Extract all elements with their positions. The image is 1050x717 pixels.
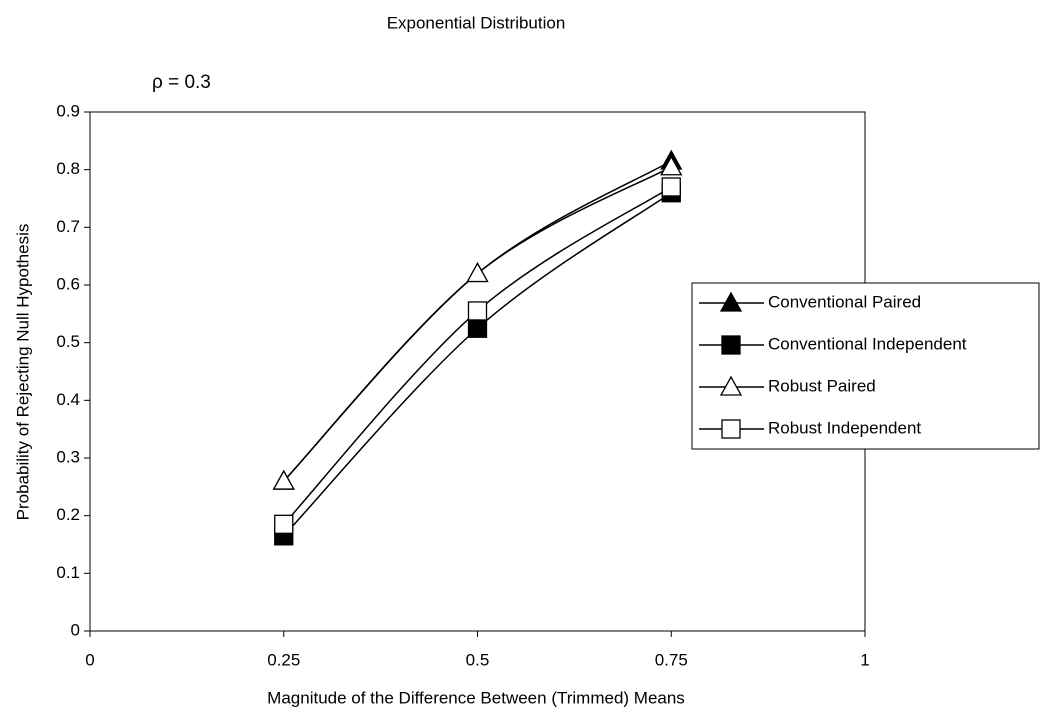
x-tick-label: 0.25 (267, 650, 300, 669)
legend-label: Robust Independent (768, 418, 921, 437)
legend-marker (719, 375, 743, 396)
x-tick-label: 1 (860, 650, 869, 669)
legend-label: Conventional Independent (768, 334, 967, 353)
y-tick-label: 0.5 (56, 332, 80, 351)
y-tick-label: 0 (71, 620, 80, 639)
y-tick-label: 0.7 (56, 217, 80, 236)
legend-marker (721, 419, 741, 439)
y-axis-label: Probability of Rejecting Null Hypothesis (13, 224, 32, 521)
y-tick-label: 0.9 (56, 101, 80, 120)
data-point (274, 514, 294, 534)
chart-title: Exponential Distribution (387, 13, 566, 32)
legend-marker (719, 291, 743, 312)
data-point (661, 177, 681, 197)
legend-label: Conventional Paired (768, 292, 921, 311)
y-tick-label: 0.8 (56, 159, 80, 178)
series-line (283, 192, 672, 537)
y-tick-label: 0.2 (56, 505, 80, 524)
legend-label: Robust Paired (768, 376, 876, 395)
data-point (466, 262, 489, 283)
data-point (467, 318, 488, 338)
data-point (272, 469, 295, 490)
legend-box (691, 282, 1040, 450)
y-tick-label: 0.6 (56, 274, 80, 293)
series-line (283, 186, 672, 525)
x-tick-label: 0.75 (655, 650, 688, 669)
legend-marker (721, 335, 741, 355)
y-tick-label: 0.1 (56, 563, 80, 582)
annotation: ρ = 0.3 (152, 72, 211, 93)
data-point (660, 155, 683, 176)
x-tick-label: 0.5 (466, 650, 490, 669)
x-axis-label: Magnitude of the Difference Between (Tri… (267, 688, 685, 707)
data-point (467, 301, 488, 321)
x-tick-label: 0 (85, 650, 94, 669)
y-tick-label: 0.4 (56, 390, 80, 409)
y-tick-label: 0.3 (56, 447, 80, 466)
